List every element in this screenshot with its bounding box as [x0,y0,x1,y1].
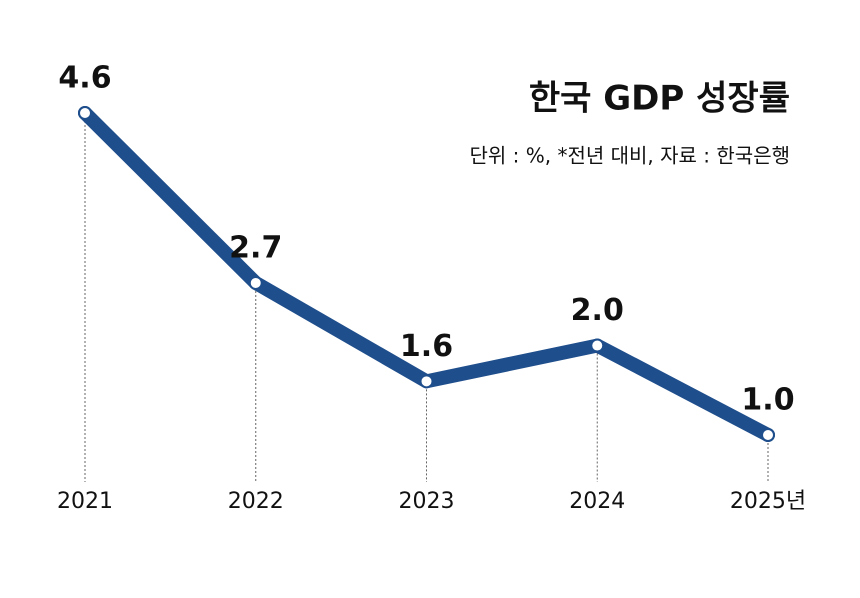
chart-subtitle: 단위 : %, *전년 대비, 자료 : 한국은행 [470,144,791,168]
x-tick-label: 2021 [57,489,113,514]
point [419,374,434,389]
point [78,106,92,120]
x-tick-label: 2022 [228,489,284,514]
point [761,428,775,442]
point [248,275,263,290]
x-tick-label: 2025년 [730,489,806,514]
point [590,338,605,353]
data-label: 1.6 [400,329,453,364]
data-label: 4.6 [58,61,111,96]
data-label: 2.0 [571,293,624,328]
x-tick-label: 2023 [399,489,455,514]
data-label: 1.0 [741,383,794,418]
data-label: 2.7 [229,230,282,265]
chart-title: 한국 GDP 성장률 [529,79,790,119]
x-tick-label: 2024 [569,489,625,514]
